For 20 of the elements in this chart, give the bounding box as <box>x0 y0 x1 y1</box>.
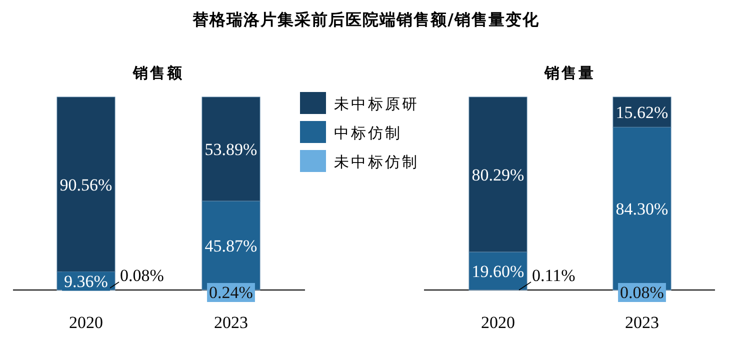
x-tick-label: 2020 <box>69 313 103 332</box>
data-label: 84.30% <box>616 199 668 218</box>
legend-label: 未中标仿制 <box>334 154 419 171</box>
data-label: 80.29% <box>472 165 524 184</box>
data-label: 0.11% <box>532 266 576 285</box>
data-label: 90.56% <box>60 175 112 194</box>
data-label: 45.87% <box>204 236 258 256</box>
data-label: 0.08% <box>120 266 164 285</box>
data-label: 19.60% <box>472 262 524 281</box>
chart-subtitle: 销售额 <box>132 64 184 82</box>
text: 替格瑞洛片集采前后医院端销售额/销售量变化 <box>192 10 540 29</box>
legend-label: 中标仿制 <box>334 125 402 142</box>
chart-subtitle: 销售量 <box>544 64 596 82</box>
data-label: 53.89% <box>204 140 258 160</box>
x-tick-label: 2023 <box>625 313 659 332</box>
data-label: 15.62% <box>616 103 668 122</box>
legend-label: 未中标原研 <box>334 96 419 113</box>
x-tick-label: 2023 <box>214 313 248 332</box>
x-tick-label: 2020 <box>481 313 515 332</box>
data-label: 9.36% <box>64 272 108 291</box>
